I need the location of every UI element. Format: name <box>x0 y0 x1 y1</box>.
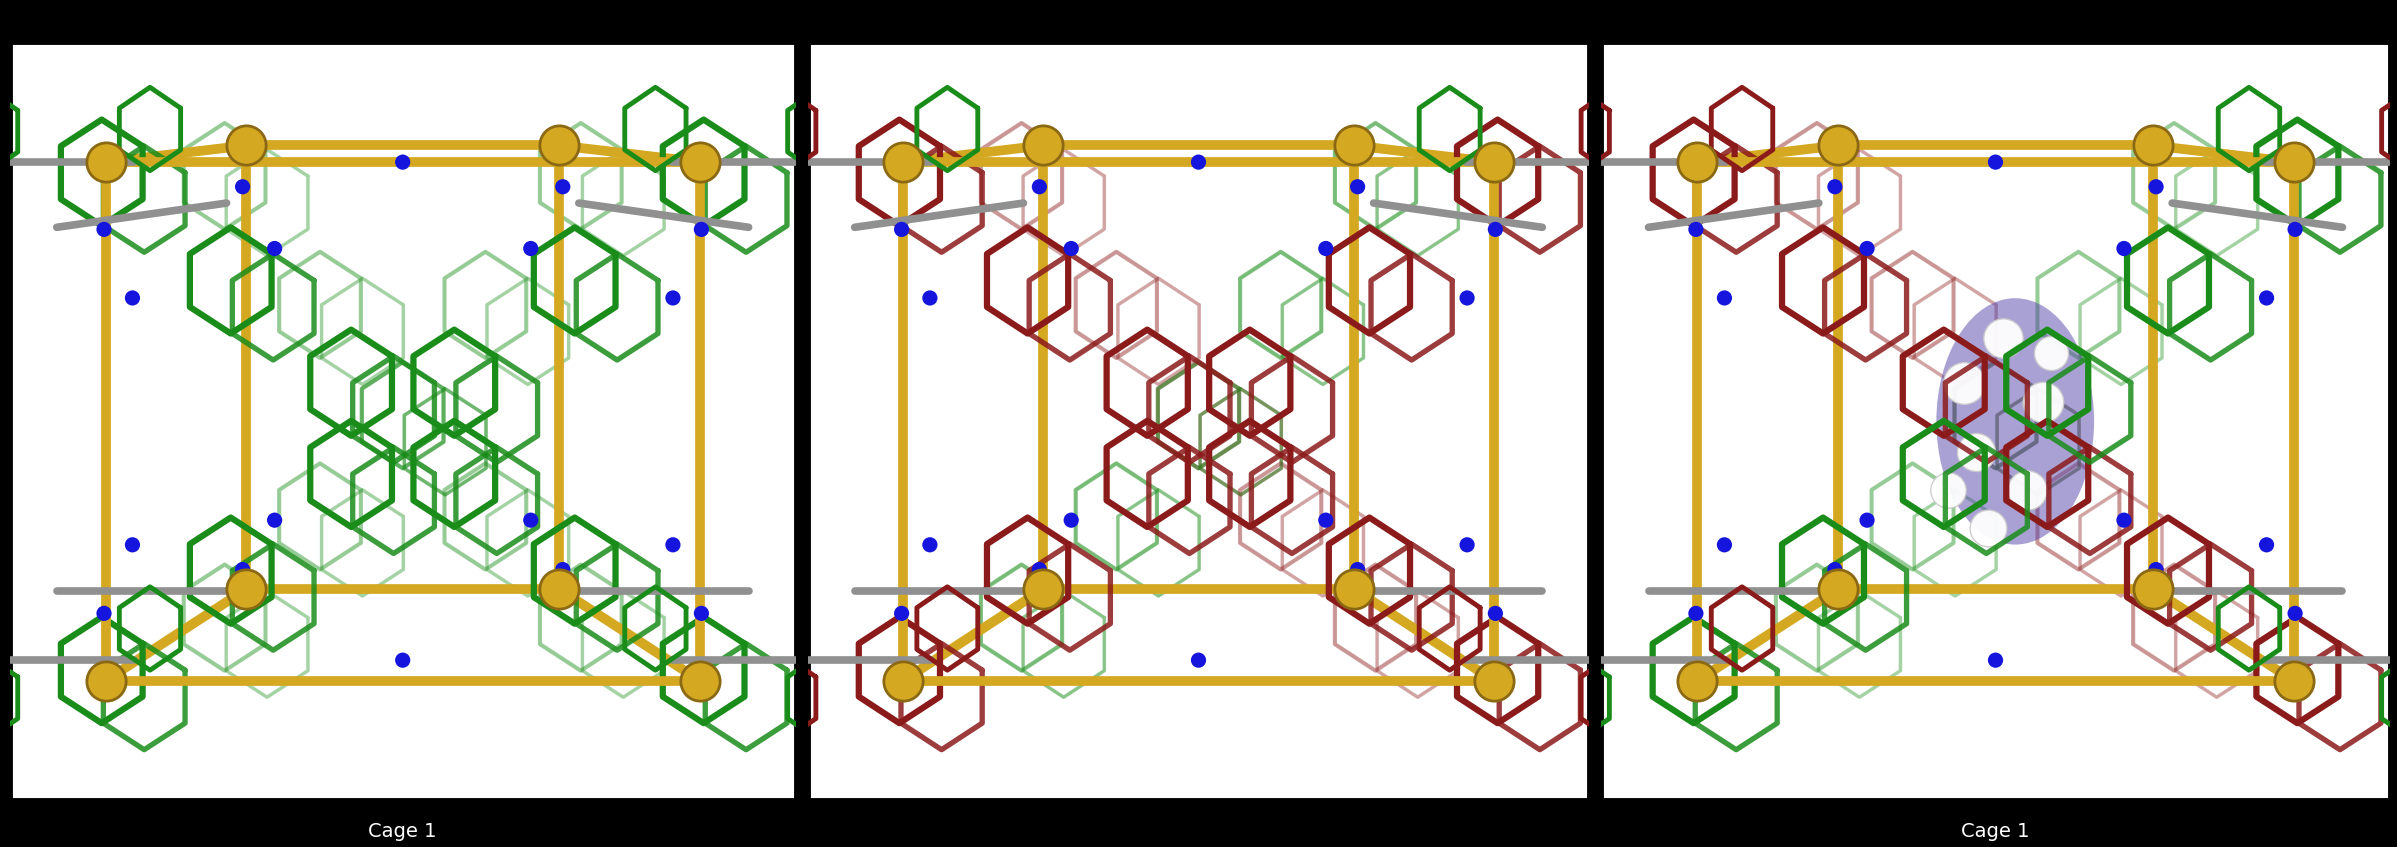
Point <box>511 513 549 527</box>
Text: Cage 1: Cage 1 <box>369 822 436 840</box>
Point <box>654 538 693 551</box>
Point <box>1335 583 1373 596</box>
Point <box>511 241 549 255</box>
Point <box>384 653 422 667</box>
Point <box>683 223 721 236</box>
Point <box>1678 606 1716 620</box>
Point <box>1477 606 1515 620</box>
Point <box>1819 139 1858 152</box>
Point <box>256 513 295 527</box>
Point <box>882 606 920 620</box>
Point <box>1448 538 1486 551</box>
Point <box>1819 583 1858 596</box>
Point <box>2105 241 2143 255</box>
Point <box>2133 583 2172 596</box>
Point <box>1024 139 1062 152</box>
Point <box>1448 291 1486 305</box>
Point <box>1704 291 1743 305</box>
Point <box>2009 483 2047 496</box>
Point <box>544 562 582 576</box>
Point <box>1848 241 1886 255</box>
Point <box>1817 562 1855 576</box>
Point <box>1021 180 1059 193</box>
Text: Cage 1: Cage 1 <box>1961 822 2030 840</box>
Point <box>1052 241 1091 255</box>
Point <box>1474 155 1513 169</box>
Point <box>86 155 125 169</box>
Point <box>683 606 721 620</box>
Point <box>1306 241 1345 255</box>
Point <box>2105 513 2143 527</box>
Point <box>228 139 266 152</box>
Point <box>911 538 949 551</box>
Point <box>1678 674 1716 688</box>
Point <box>1474 674 1513 688</box>
Point <box>1678 155 1716 169</box>
Point <box>2136 180 2174 193</box>
Point <box>1930 483 1968 496</box>
Point <box>882 223 920 236</box>
Point <box>539 583 578 596</box>
Point <box>1817 180 1855 193</box>
Point <box>1704 538 1743 551</box>
Point <box>1975 653 2013 667</box>
Point <box>1024 583 1062 596</box>
Point <box>1678 223 1716 236</box>
Point <box>384 155 422 169</box>
Point <box>2133 139 2172 152</box>
Point <box>911 291 949 305</box>
Point <box>1975 155 2013 169</box>
Point <box>84 606 122 620</box>
Point <box>681 674 719 688</box>
Ellipse shape <box>1937 298 2095 545</box>
Point <box>884 155 923 169</box>
Point <box>223 180 261 193</box>
Point <box>654 291 693 305</box>
Point <box>884 674 923 688</box>
Point <box>1338 180 1376 193</box>
Point <box>2275 606 2313 620</box>
Point <box>113 538 151 551</box>
Point <box>539 139 578 152</box>
Point <box>2136 562 2174 576</box>
Point <box>1985 331 2023 345</box>
Point <box>223 562 261 576</box>
Point <box>1477 223 1515 236</box>
Point <box>681 155 719 169</box>
Point <box>256 241 295 255</box>
Point <box>1848 513 1886 527</box>
Point <box>1306 513 1345 527</box>
Point <box>1052 513 1091 527</box>
Point <box>2275 223 2313 236</box>
Point <box>544 180 582 193</box>
Point <box>1944 377 1982 390</box>
Point <box>113 291 151 305</box>
Point <box>1021 562 1059 576</box>
Point <box>228 583 266 596</box>
Point <box>2248 538 2287 551</box>
Point <box>1968 521 2006 534</box>
Point <box>1335 139 1373 152</box>
Point <box>2275 155 2313 169</box>
Point <box>2023 396 2061 409</box>
Point <box>86 674 125 688</box>
Point <box>1179 653 1218 667</box>
Point <box>2275 674 2313 688</box>
Point <box>1338 562 1376 576</box>
Point <box>2248 291 2287 305</box>
Point <box>2033 346 2071 360</box>
Point <box>1179 155 1218 169</box>
Point <box>1956 445 1994 458</box>
Point <box>84 223 122 236</box>
